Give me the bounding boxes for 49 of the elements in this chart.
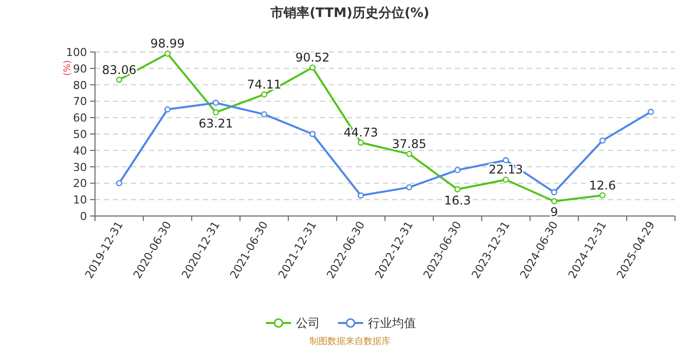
y-tick-label: 20 [73,177,87,190]
point [406,184,412,190]
y-tick-label: 60 [73,112,87,125]
point [261,111,268,118]
y-tick-label: 10 [73,194,87,207]
point [406,150,412,158]
point [261,91,268,98]
data-label: 83.06 [102,62,136,77]
data-label: 22.13 [488,162,524,177]
data-label: 12.6 [589,178,616,192]
data-label: 9 [550,205,558,220]
y-tick-label: 50 [73,128,87,141]
point [212,100,219,106]
y-tick-label: 70 [73,95,87,108]
point [212,109,219,116]
point [551,189,558,196]
point [454,166,461,174]
data-label: 37.85 [392,136,426,151]
point [502,176,509,183]
text: 制图数据来自数据库 [310,336,390,347]
point [309,64,316,71]
data-label: 90.52 [295,50,330,65]
point [599,137,606,144]
point [358,192,364,199]
data-label: 16.3 [444,193,471,208]
point [164,50,171,57]
point [116,180,122,186]
point [551,198,558,204]
y-tick-label: 90 [73,62,87,76]
data-label: 63.21 [198,116,234,130]
y-axis-title: (%) [63,60,73,76]
chart-title: 市销率(TTM)历史分位(%) [270,5,430,21]
point [358,140,364,146]
point [599,192,606,198]
y-tick-label: 0 [80,210,87,223]
data-label: 74.11 [246,77,282,92]
point [454,186,461,192]
y-tick-label: 80 [73,78,87,92]
legend-label: 行业均值 [368,316,416,330]
y-tick-label: 100 [66,46,87,59]
point [309,130,316,138]
point [502,157,509,164]
point [164,106,171,112]
y-tick-label: 30 [73,160,87,174]
point [648,108,654,115]
point [116,76,122,83]
data-label: 98.99 [150,36,185,51]
legend-label: 公司 [296,316,320,330]
y-tick-label: 40 [73,144,87,158]
